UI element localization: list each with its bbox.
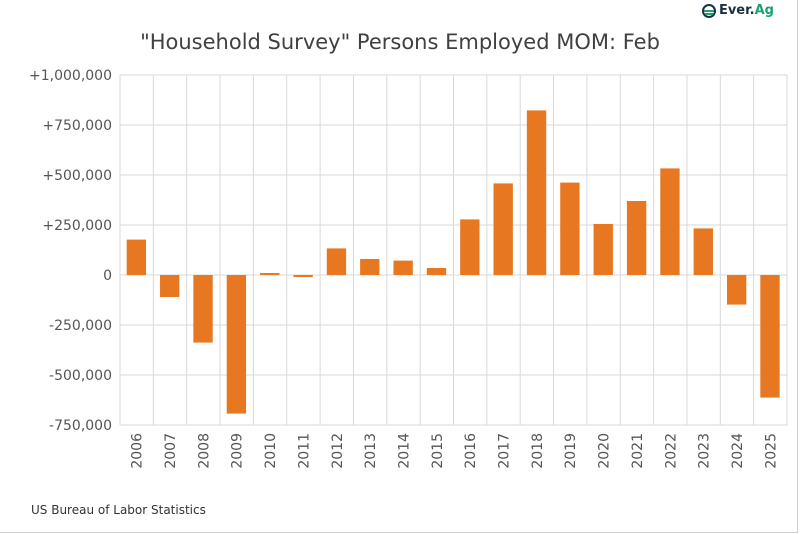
x-tick-label: 2010 (263, 433, 279, 469)
bar-2006 (126, 239, 147, 275)
bar-2017 (493, 183, 513, 275)
bar-2010 (260, 273, 280, 275)
bar-2020 (593, 224, 613, 275)
x-tick-label: 2022 (663, 433, 679, 469)
x-tick-label: 2018 (530, 433, 546, 469)
x-tick-label: 2008 (196, 433, 212, 469)
bar-2022 (660, 168, 680, 275)
x-tick-label: 2014 (396, 433, 412, 469)
bar-2016 (460, 219, 480, 275)
x-tick-label: 2020 (597, 433, 613, 469)
bar-2013 (360, 259, 380, 275)
x-tick-label: 2017 (497, 433, 513, 469)
x-tick-label: 2023 (697, 433, 713, 469)
x-tick-label: 2015 (430, 433, 446, 469)
bar-2018 (526, 110, 547, 276)
x-tick-label: 2009 (230, 433, 246, 469)
bar-2011 (293, 275, 313, 277)
x-tick-label: 2007 (163, 433, 179, 469)
y-tick-label: -250,000 (49, 318, 112, 334)
x-tick-label: 2025 (763, 433, 779, 469)
x-tick-label: 2013 (363, 433, 379, 469)
bar-2021 (626, 201, 647, 275)
bar-2025 (760, 275, 780, 398)
everag-logo: Ever.Ag (701, 3, 774, 18)
x-tick-label: 2016 (463, 433, 479, 469)
logo-text: Ever.Ag (718, 3, 774, 18)
bar-2014 (393, 260, 413, 275)
bar-2008 (193, 275, 213, 343)
x-tick-label: 2006 (130, 433, 146, 469)
y-tick-label: +250,000 (42, 218, 112, 234)
x-tick-label: 2019 (563, 433, 579, 469)
y-tick-label: -750,000 (49, 418, 112, 434)
y-tick-label: +1,000,000 (29, 68, 112, 84)
x-tick-label: 2021 (630, 433, 646, 469)
bar-2024 (726, 275, 747, 305)
x-tick-label: 2024 (730, 433, 746, 469)
bar-2019 (560, 182, 580, 275)
source-note: US Bureau of Labor Statistics (31, 503, 206, 517)
bar-2023 (693, 228, 713, 275)
bar-2012 (326, 248, 347, 275)
logo-mark-icon (701, 3, 716, 18)
bar-2009 (226, 275, 247, 414)
y-tick-label: -500,000 (49, 368, 112, 384)
y-tick-label: +500,000 (42, 168, 112, 184)
x-tick-label: 2011 (296, 433, 312, 469)
y-tick-label: +750,000 (42, 118, 112, 134)
bar-2007 (160, 275, 180, 297)
chart-title: "Household Survey" Persons Employed MOM:… (140, 30, 660, 54)
x-tick-label: 2012 (330, 433, 346, 469)
bar-2015 (426, 268, 447, 275)
y-tick-label: 0 (103, 268, 112, 284)
